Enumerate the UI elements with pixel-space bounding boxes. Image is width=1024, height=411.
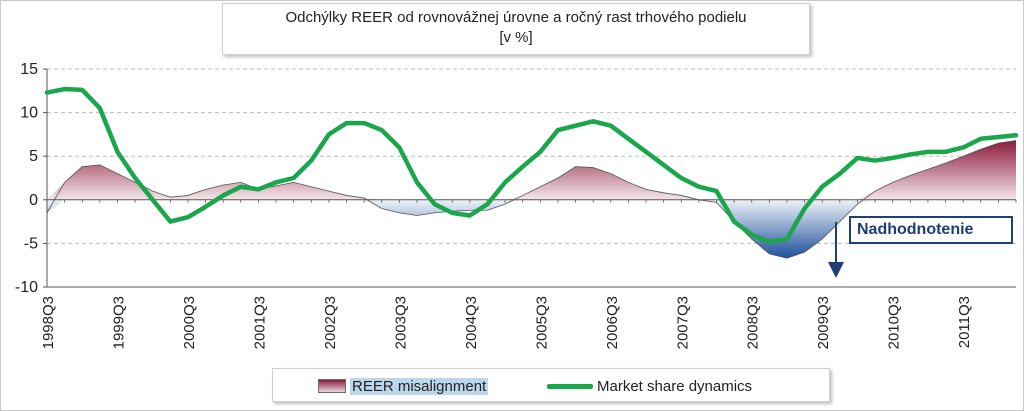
x-tick-label: 2008Q3 [745,296,762,349]
y-tick-label: 0 [29,192,38,209]
x-tick-label: 2005Q3 [533,296,550,349]
y-tick-label: 10 [20,105,38,122]
annotation-box: Nadhodnotenie [849,216,1013,244]
x-tick-label: 2010Q3 [886,296,903,349]
reer-area-layer [46,140,1017,259]
legend: REER misalignment Market share dynamics [272,368,830,402]
reer-area-negative [47,199,1016,259]
legend-item-reer: REER misalignment [318,377,489,395]
x-tick-label: 2007Q3 [674,296,691,349]
legend-swatch-area [318,379,346,393]
legend-label-reer: REER misalignment [350,377,489,395]
y-tick-label: 5 [29,148,38,165]
x-tick-label: 2000Q3 [181,296,198,349]
annotation-label: Nadhodnotenie [857,221,974,238]
market-share-line [44,86,1019,244]
chart-subtitle: [v %] [499,29,533,46]
chart-title-box: Odchýlky REER od rovnovážnej úrovne a ro… [222,3,810,55]
legend-swatch-line [547,383,593,389]
x-tick-label: 2004Q3 [463,296,480,349]
chart-title: Odchýlky REER od rovnovážnej úrovne a ro… [285,9,747,26]
legend-item-market-share: Market share dynamics [547,377,752,395]
x-tick-label: 2003Q3 [392,296,409,349]
y-tick-label: -10 [15,279,38,296]
x-tick-label: 2002Q3 [322,296,339,349]
gridlines [47,68,1016,288]
y-tick-label: 15 [20,61,38,78]
x-tick-label: 2009Q3 [815,296,832,349]
x-tick-labels: 1998Q3 1999Q3 2000Q3 2001Q3 2002Q3 2003Q3 2004… [40,296,973,349]
market-share-line-layer [44,86,1019,244]
x-tick-label: 1998Q3 [40,296,57,349]
x-tick-label: 2011Q3 [956,296,973,348]
legend-label-market-share: Market share dynamics [597,377,753,395]
y-tick-labels: -10 -5 0 5 10 15 [15,61,38,296]
reer-area-positive [47,140,1016,200]
y-tick-label: -5 [24,235,38,252]
x-tick-label: 1999Q3 [110,296,127,349]
x-tick-label: 2001Q3 [251,296,268,349]
axes [43,68,1017,288]
reer-outline [46,140,1017,259]
x-tick-label: 2006Q3 [604,296,621,349]
